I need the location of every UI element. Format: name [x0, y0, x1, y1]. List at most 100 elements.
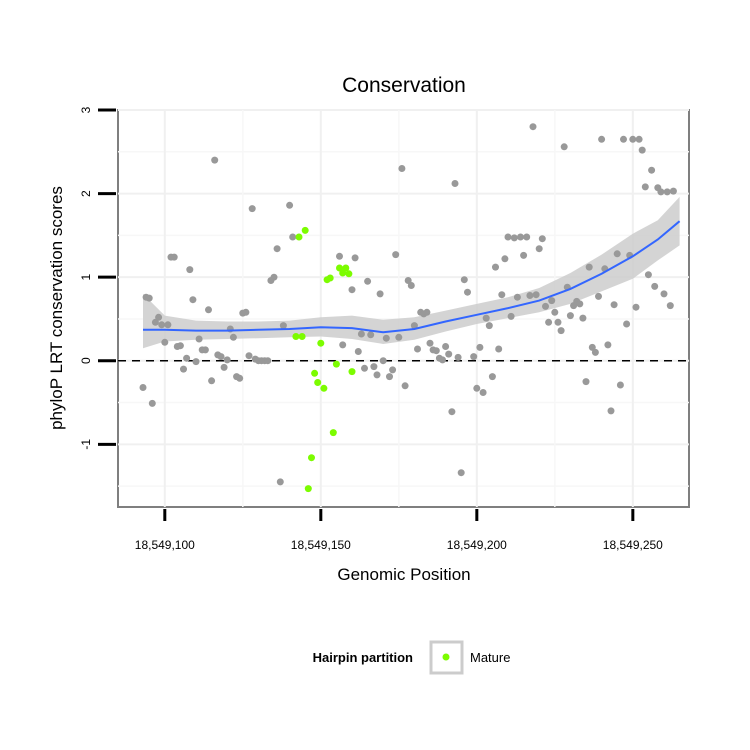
point-mature: [298, 333, 306, 340]
point-other: [448, 408, 456, 416]
point-other: [501, 255, 509, 263]
point-other: [382, 334, 390, 342]
point-other: [339, 341, 347, 349]
point-other: [389, 366, 397, 374]
point-other: [398, 165, 406, 172]
point-mature: [320, 384, 328, 392]
plot-panel: [117, 109, 690, 508]
point-other: [613, 250, 621, 258]
point-other: [264, 357, 272, 365]
point-other: [551, 308, 559, 316]
point-other: [379, 357, 387, 365]
point-other: [482, 314, 490, 322]
point-other: [585, 263, 593, 271]
point-mature: [317, 339, 325, 347]
point-other: [386, 373, 393, 381]
point-other: [414, 345, 421, 353]
point-other: [507, 312, 515, 320]
point-other: [270, 273, 278, 281]
point-other: [432, 347, 440, 355]
point-other: [526, 292, 534, 299]
point-mature: [308, 454, 315, 462]
point-other: [217, 353, 225, 361]
point-other: [548, 297, 556, 305]
point-other: [529, 123, 537, 131]
point-other: [579, 314, 587, 322]
point-mature: [332, 360, 340, 368]
y-tick-label: -1: [79, 439, 93, 450]
point-other: [479, 389, 487, 396]
legend: Hairpin partition Mature: [313, 640, 510, 675]
legend-title: Hairpin partition: [313, 650, 413, 665]
point-other: [139, 384, 147, 391]
point-other: [666, 302, 674, 310]
point-other: [180, 365, 187, 373]
point-other: [498, 291, 506, 299]
loess-fit-line: [143, 220, 681, 334]
point-other: [510, 234, 518, 242]
legend-label-mature: Mature: [470, 650, 510, 665]
point-other: [576, 300, 584, 308]
point-other: [170, 253, 178, 261]
point-other: [276, 478, 284, 486]
y-axis-title: phyloP LRT conservation scores: [47, 186, 66, 430]
point-other: [504, 233, 512, 241]
point-other: [186, 266, 194, 274]
point-other: [370, 363, 378, 371]
point-other: [535, 245, 543, 253]
point-other: [651, 282, 659, 290]
point-other: [638, 146, 646, 154]
point-other: [629, 135, 637, 143]
point-other: [354, 348, 362, 355]
point-other: [648, 166, 656, 174]
point-other: [545, 318, 553, 326]
point-other: [145, 294, 153, 302]
y-tick-label: 0: [79, 357, 93, 364]
point-other: [426, 339, 434, 347]
x-tick-label: 18,549,100: [135, 538, 195, 552]
point-other: [248, 205, 256, 213]
x-tick-label: 18,549,150: [291, 538, 351, 552]
point-mature: [311, 369, 319, 377]
point-other: [554, 318, 562, 326]
y-tick-label: 3: [79, 106, 93, 113]
point-other: [454, 353, 462, 361]
confidence-ribbon: [143, 196, 680, 349]
point-other: [520, 251, 528, 259]
point-other: [155, 313, 163, 321]
point-other: [620, 135, 627, 143]
point-other: [644, 271, 652, 279]
point-other: [407, 282, 415, 289]
point-other: [542, 302, 549, 310]
point-other: [439, 356, 446, 364]
point-other: [513, 293, 521, 301]
point-other: [236, 374, 244, 382]
point-other: [151, 318, 159, 326]
point-other: [445, 350, 453, 358]
point-mature: [348, 368, 356, 376]
point-other: [663, 188, 671, 196]
point-other: [623, 320, 631, 328]
x-tick-label: 18,549,200: [447, 538, 507, 552]
point-other: [148, 399, 156, 407]
point-other: [361, 364, 368, 372]
point-mature: [339, 269, 347, 277]
grid-lines: [118, 109, 689, 507]
point-mature: [292, 333, 300, 340]
point-other: [635, 135, 643, 143]
point-other: [538, 235, 546, 243]
point-other: [176, 342, 184, 350]
point-other: [610, 301, 618, 309]
point-other: [195, 335, 203, 343]
point-other: [229, 333, 237, 341]
point-other: [336, 252, 343, 260]
point-other: [201, 346, 209, 354]
point-mature: [304, 485, 312, 493]
point-other: [161, 338, 169, 346]
point-other: [223, 356, 231, 364]
point-other: [591, 348, 599, 356]
point-other: [582, 378, 590, 386]
point-other: [273, 245, 281, 253]
y-tick-label: 2: [79, 190, 93, 197]
